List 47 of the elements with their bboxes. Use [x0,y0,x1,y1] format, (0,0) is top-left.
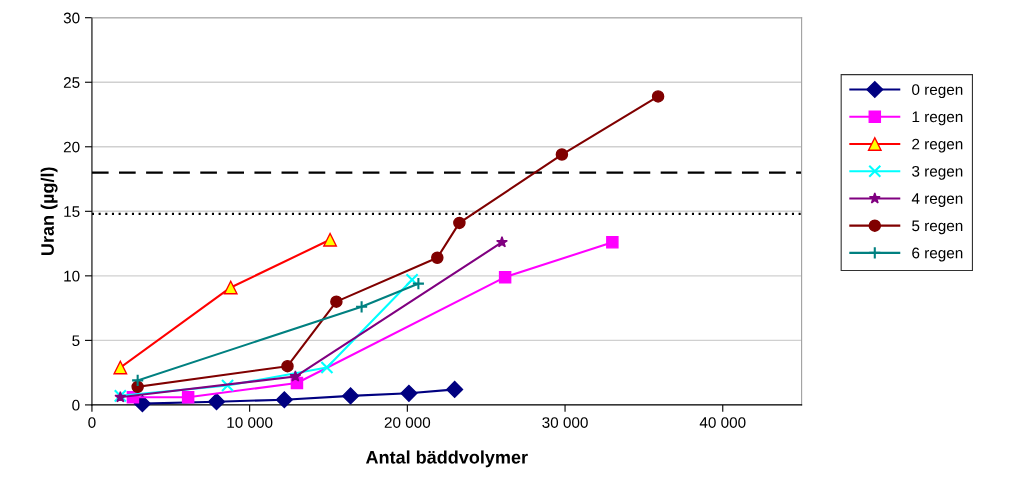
y-axis-title: Uran (µg/l) [40,167,58,256]
point [342,387,360,405]
point [207,393,226,411]
point [355,300,369,314]
y-tick-label: 0 [72,399,80,411]
y-tick-label: 30 [63,12,80,24]
point [431,251,444,265]
x-tick-label: 0 [88,417,96,428]
point [323,232,338,247]
point [400,384,418,402]
point [131,380,144,394]
point [330,295,343,308]
point [113,360,128,375]
point [555,148,569,161]
y-tick-label: 20 [63,141,80,153]
legend-label: 6 regen [912,247,963,262]
point [181,390,195,404]
legend-label: 2 regen [912,138,963,153]
legend-label: 1 regen [912,111,963,126]
x-tick-label: 30 000 [542,417,588,428]
legend-label: 3 regen [912,165,963,180]
y-tick-label: 15 [64,206,80,217]
point [651,90,665,103]
y-tick-label: 10 [64,270,80,282]
point [606,236,619,249]
x-tick-label: 20 000 [384,417,431,428]
point [320,360,334,375]
x-axis-title: Antal bäddvolymer [365,450,528,468]
point [495,236,508,248]
point [411,277,425,291]
point [446,380,464,398]
x-tick-label: 10 000 [227,417,273,428]
point [223,280,238,295]
point [281,359,294,373]
point [453,216,466,230]
point [289,370,302,382]
y-tick-label: 5 [72,335,80,347]
point [498,270,512,284]
point [405,273,419,287]
legend-label: 0 regen [912,84,963,99]
x-tick-label: 40 000 [699,417,746,428]
point [220,378,235,393]
legend-label: 5 regen [912,220,963,235]
point [275,391,293,409]
legend-label: 4 regen [911,193,963,207]
point [131,373,145,387]
y-tick-label: 25 [63,77,80,88]
